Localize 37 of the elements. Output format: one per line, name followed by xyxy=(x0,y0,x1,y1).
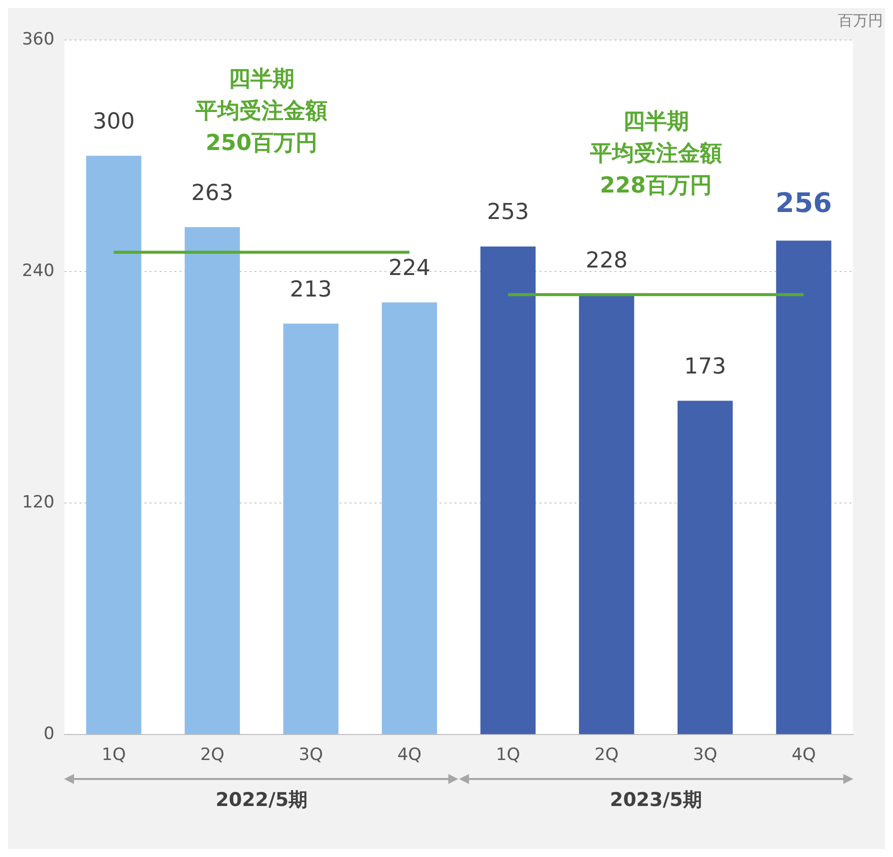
data-label: 263 xyxy=(191,180,234,206)
bar xyxy=(480,246,536,734)
text: 2023/5期 xyxy=(610,789,702,812)
bar xyxy=(776,240,832,734)
annotation: 平均受注金額 xyxy=(194,98,328,124)
y-tick-label: 360 xyxy=(22,29,54,50)
x-tick-label: 3Q xyxy=(693,745,718,766)
data-label: 173 xyxy=(684,354,726,380)
x-tick-label: 3Q xyxy=(298,745,323,766)
data-label: 256 xyxy=(776,188,832,220)
data-label: 213 xyxy=(290,277,332,302)
x-tick-label: 4Q xyxy=(792,745,816,766)
y-tick-label: 120 xyxy=(22,492,54,512)
annotation: 250百万円 xyxy=(206,130,318,156)
data-label: 228 xyxy=(586,248,628,274)
x-tick-label: 1Q xyxy=(496,745,520,766)
bar xyxy=(382,302,438,734)
bar xyxy=(578,294,634,734)
data-label: 253 xyxy=(487,200,530,226)
y-tick-label: 240 xyxy=(22,260,54,281)
x-tick-label: 2Q xyxy=(594,745,619,766)
y-axis-title: 百万円 xyxy=(838,11,883,30)
annotation: 228百万円 xyxy=(600,173,712,198)
bar xyxy=(678,400,733,734)
data-label: 224 xyxy=(388,256,430,282)
bar xyxy=(86,156,142,734)
x-tick-label: 1Q xyxy=(102,745,126,766)
x-tick-label: 2Q xyxy=(200,745,224,766)
annotation: 四半期 xyxy=(622,109,689,134)
x-tick-label: 4Q xyxy=(397,745,422,766)
annotation: 四半期 xyxy=(228,66,295,92)
bar xyxy=(184,227,240,734)
bar xyxy=(283,324,338,734)
y-tick-label: 0 xyxy=(44,724,54,744)
annotation: 平均受注金額 xyxy=(588,140,722,166)
text: 2022/5期 xyxy=(216,789,308,812)
data-label: 300 xyxy=(92,109,135,134)
